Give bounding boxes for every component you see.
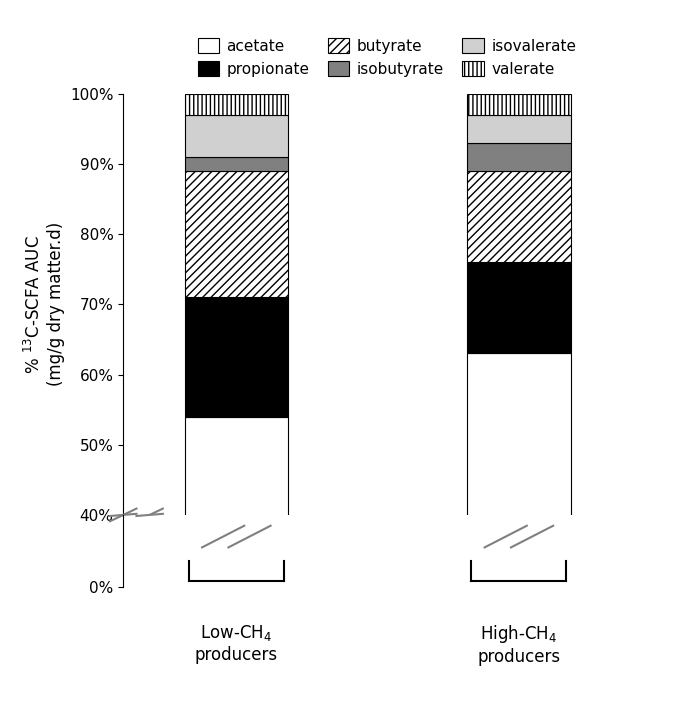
Bar <box>184 115 288 157</box>
Bar <box>467 94 571 115</box>
Bar <box>184 297 288 417</box>
Bar <box>184 171 288 297</box>
Y-axis label: % $^{13}$C-SCFA AUC
(mg/g dry matter.d): % $^{13}$C-SCFA AUC (mg/g dry matter.d) <box>23 222 64 387</box>
Bar <box>467 115 571 142</box>
Bar <box>467 354 571 716</box>
Text: High-CH$_4$
producers: High-CH$_4$ producers <box>477 623 560 666</box>
Bar <box>467 171 571 262</box>
Bar <box>184 94 288 115</box>
Bar <box>467 142 571 171</box>
Bar <box>184 417 288 716</box>
Text: Low-CH$_4$
producers: Low-CH$_4$ producers <box>195 623 278 664</box>
Bar <box>467 262 571 354</box>
Bar <box>184 157 288 171</box>
Legend: acetate, propionate, butyrate, isobutyrate, isovalerate, valerate: acetate, propionate, butyrate, isobutyra… <box>197 38 577 77</box>
